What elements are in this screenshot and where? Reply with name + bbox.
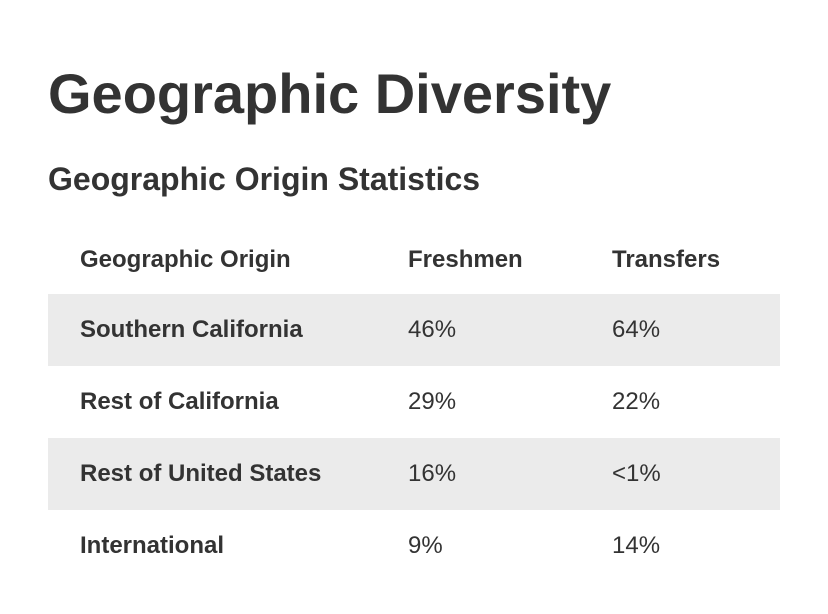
transfers-cell: <1% [612,460,661,487]
freshmen-cell: 9% [408,532,443,559]
table-header-row: Geographic Origin Freshmen Transfers [48,226,780,294]
table-row: Rest of California 29% 22% [48,366,780,438]
header-freshmen: Freshmen [408,246,523,273]
table-row: International 9% 14% [48,510,780,582]
section-subtitle: Geographic Origin Statistics [48,161,481,197]
transfers-cell: 22% [612,388,661,415]
origin-cell: Rest of California [80,388,279,415]
transfers-cell: 14% [612,532,661,559]
freshmen-cell: 29% [408,388,457,415]
table-row: Rest of United States 16% <1% [48,438,780,510]
header-transfers: Transfers [612,246,721,273]
table-row: Southern California 46% 64% [48,294,780,366]
geographic-origin-table: Geographic Origin Freshmen Transfers Sou… [48,226,780,582]
origin-cell: Rest of United States [80,460,322,487]
origin-cell: Southern California [80,316,303,343]
freshmen-cell: 16% [408,460,457,487]
freshmen-cell: 46% [408,316,457,343]
header-geographic-origin: Geographic Origin [80,246,291,273]
page-title: Geographic Diversity [48,62,612,125]
origin-cell: International [80,532,225,559]
transfers-cell: 64% [612,316,661,343]
